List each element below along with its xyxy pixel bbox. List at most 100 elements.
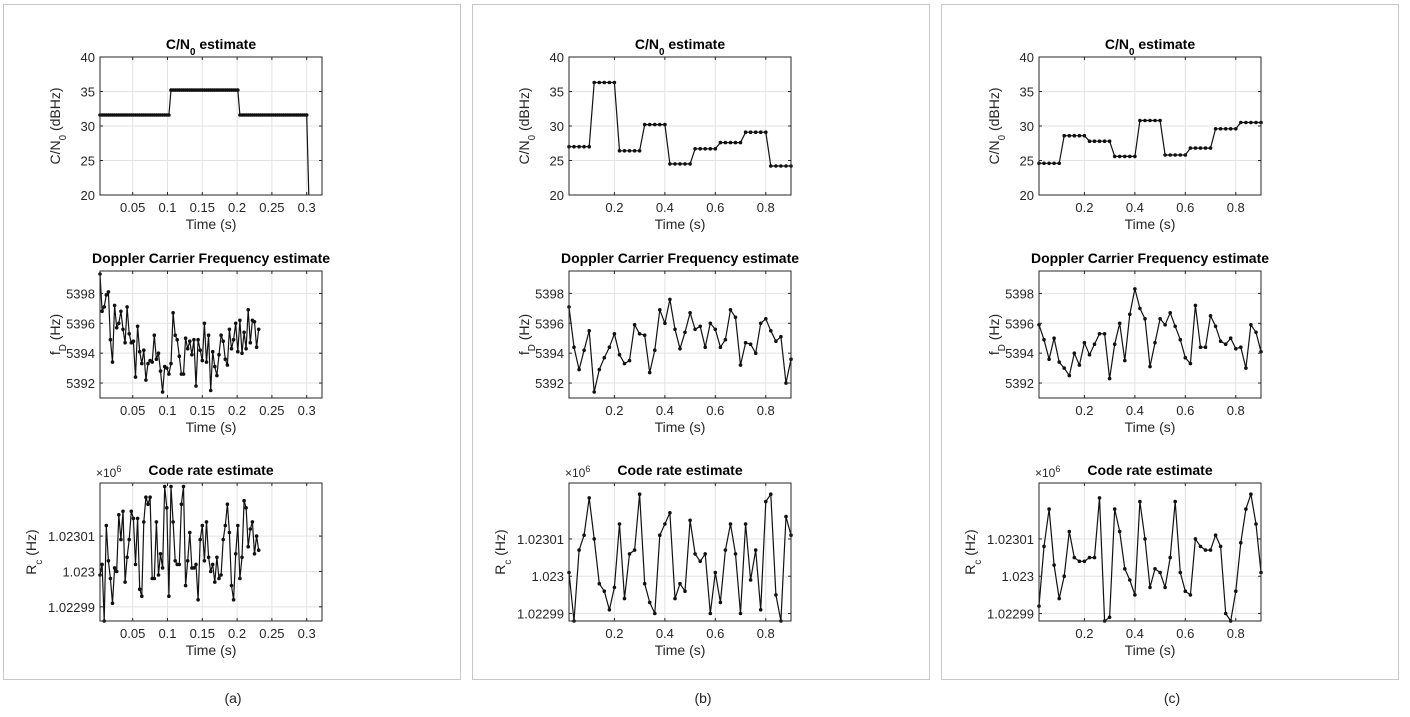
data-point [1163,585,1167,590]
plot-area [569,483,791,621]
x-tick-label: 0.8 [1227,200,1245,215]
data-point [718,140,723,145]
data-point [1117,154,1122,159]
data-point [1183,153,1188,157]
y-tick-label: 40 [81,50,95,65]
data-point [106,290,111,294]
data-point [1133,593,1137,597]
data-point [213,580,217,584]
data-point [617,149,622,153]
y-tick-label: 25 [550,154,564,169]
x-tick-label: 0.2 [228,626,246,641]
x-tick-label: 0.2 [1075,403,1093,418]
data-point [215,555,219,560]
x-tick-label: 0.8 [757,626,775,641]
x-tick-label: 0.2 [605,200,623,215]
x-tick-label: 0.3 [298,626,316,641]
data-point [1042,161,1046,166]
data-point [1188,593,1193,597]
axes-box [1038,482,1262,622]
data-point [587,496,591,500]
data-point [637,492,642,497]
data-point [738,140,743,145]
x-axis-label: Time (s) [1125,642,1176,658]
data-point [683,330,687,335]
data-point [582,144,586,149]
data-point [1102,332,1107,336]
data-point [1208,146,1213,150]
data-point [1178,570,1183,575]
data-point [658,533,662,537]
y-tick-label: 5392 [66,376,95,391]
data-point [204,360,209,364]
data-point [632,323,637,327]
data-point [1143,118,1147,123]
data-point [248,340,253,345]
data-point [1047,357,1051,362]
x-tick-label: 0.15 [190,626,215,641]
chart-title: Code rate estimate [148,462,273,478]
data-point [1158,570,1162,575]
data-point [612,80,617,85]
data-point [204,520,209,524]
data-point [144,495,148,500]
y-tick-label: 25 [1020,154,1034,169]
chart-3-2: 0.2 0.4 0.6 0.8 5392 5394 5396 5398 Doppler Carr… [986,250,1269,435]
data-point [1213,324,1218,329]
data-point [1193,537,1198,541]
data-point [1128,312,1132,317]
data-point [753,548,758,552]
data-point [1052,161,1056,166]
data-point [1153,567,1157,571]
x-axis-label: Time (s) [186,216,237,232]
data-point [185,346,190,351]
plot-area [100,483,322,621]
data-point [100,562,104,567]
x-tick-label: 0.4 [656,403,674,418]
data-point [753,130,758,134]
data-point [612,585,617,590]
data-point [244,506,248,510]
data-point [647,370,652,375]
y-tick-label: 5396 [1005,316,1034,331]
data-point [208,569,213,574]
data-point [188,339,192,344]
data-point [1123,567,1127,571]
y-tick-label: 5392 [535,376,564,391]
data-point [156,351,161,356]
data-point [1203,548,1208,552]
x-tick-label: 0.6 [1176,626,1194,641]
data-point [738,363,743,367]
data-point [582,533,586,537]
data-point [1188,146,1193,150]
x-tick-label: 0.2 [228,200,246,215]
x-tick-label: 0.05 [120,200,145,215]
data-point [137,587,142,591]
data-point [1148,364,1152,369]
data-point [171,311,175,315]
data-point [144,378,148,382]
data-point [1188,361,1193,366]
x-tick-label: 0.8 [1227,403,1245,418]
data-point [1193,146,1198,150]
y-tick-label: 1.023 [531,569,564,584]
data-point [748,342,753,347]
data-point [718,345,723,350]
data-point [743,340,748,345]
chart-title: Doppler Carrier Frequency estimate [92,250,330,266]
data-point [1047,161,1051,166]
data-point [637,149,642,153]
data-point [160,390,165,394]
data-point [225,502,230,507]
data-point [1062,574,1066,578]
data-point [1239,540,1243,545]
x-tick-label: 0.2 [605,403,623,418]
data-point [1128,154,1132,159]
data-point [663,321,667,326]
x-tick-label: 0.4 [1126,626,1144,641]
y-multiplier-label: ×106 [565,464,590,480]
data-point [252,552,257,556]
data-point [1244,507,1248,511]
data-point [1249,492,1253,497]
y-tick-label: 1.02301 [517,532,564,547]
